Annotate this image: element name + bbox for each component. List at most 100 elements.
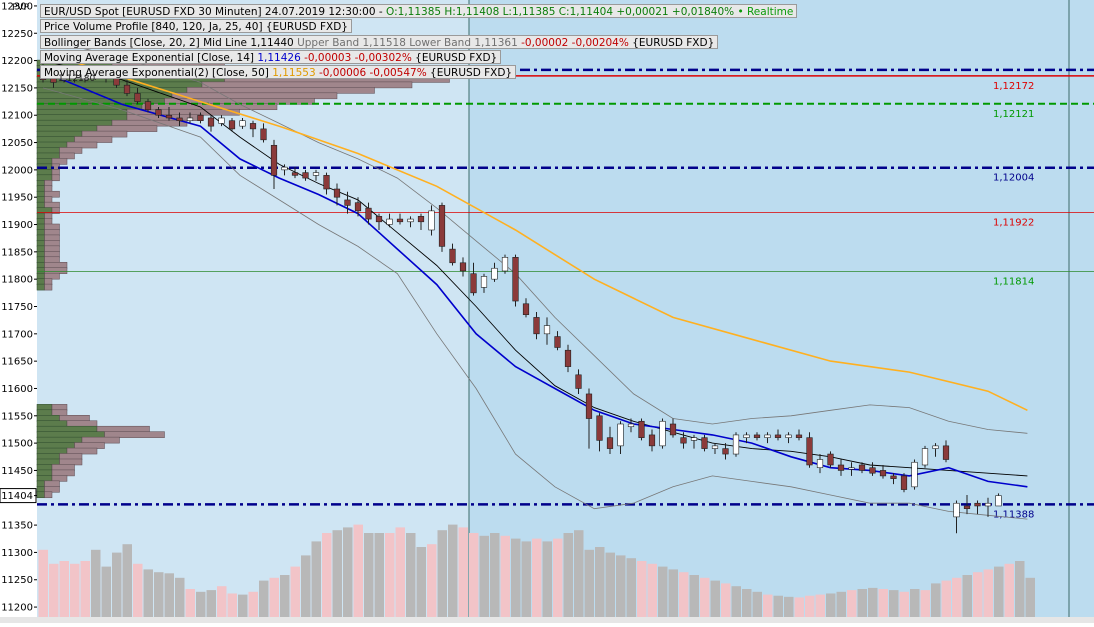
volume-bar xyxy=(794,597,804,617)
candle-body xyxy=(249,123,257,130)
bollinger-mid: 1,11440 xyxy=(250,37,294,49)
candle-body xyxy=(438,205,446,247)
candle-body xyxy=(837,464,845,471)
bollinger-change: -0,00002 -0,00204% xyxy=(521,37,633,49)
candle-body xyxy=(627,423,635,428)
profile-bar-up xyxy=(36,447,68,455)
candle-body xyxy=(176,117,183,121)
candle-body xyxy=(417,216,425,223)
header-line-symbol: EUR/USD Spot [EURUSD FXD 30 Minuten] 24.… xyxy=(40,4,798,18)
candle-body xyxy=(470,273,477,294)
profile-bar-up xyxy=(36,256,45,264)
profile-bar-up xyxy=(36,453,60,460)
volume-bar xyxy=(710,580,720,617)
candle-body xyxy=(911,461,918,488)
candle-body xyxy=(134,93,141,102)
ema14-source: {EURUSD FXD} xyxy=(415,52,498,64)
profile-bar-down xyxy=(44,491,53,499)
pvp-source: {EURUSD FXD} xyxy=(262,21,348,33)
volume-bar xyxy=(700,577,710,617)
candle-body xyxy=(186,117,194,121)
profile-bar-up xyxy=(36,212,45,220)
volume-bar xyxy=(437,530,447,617)
profile-bar-down xyxy=(44,201,60,209)
volume-bar xyxy=(847,590,857,617)
level-label: 1,11814 xyxy=(993,277,1034,288)
profile-bar-up xyxy=(36,190,45,198)
volume-bar xyxy=(112,552,122,617)
volume-bar xyxy=(311,541,321,617)
profile-bar-down xyxy=(44,185,53,192)
profile-bar-down xyxy=(44,278,53,285)
volume-bar xyxy=(563,533,573,617)
candle-body xyxy=(491,267,498,280)
volume-bar xyxy=(196,591,206,617)
profile-bar-down xyxy=(96,425,150,433)
volume-bar xyxy=(164,573,174,617)
candle-body xyxy=(291,172,299,176)
header-line-ema14: Moving Average Exponential [Close, 14] 1… xyxy=(40,50,502,64)
profile-bar-down xyxy=(44,251,60,258)
ema14-value: 1,11426 xyxy=(257,52,301,64)
profile-bar-down xyxy=(66,420,98,427)
profile-bar-down xyxy=(51,464,75,471)
profile-bar-up xyxy=(36,404,53,411)
candle-body xyxy=(407,218,414,223)
profile-bar-down xyxy=(51,404,68,411)
profile-bar-down xyxy=(51,174,60,182)
profile-bar-down xyxy=(51,169,60,176)
candle-body xyxy=(764,434,771,438)
volume-bar xyxy=(973,572,983,617)
level-label: 1,12172 xyxy=(993,81,1034,92)
profile-bar-up xyxy=(36,458,60,466)
candle-body xyxy=(375,216,383,223)
profile-bar-up xyxy=(36,152,60,160)
profile-bar-up xyxy=(36,491,45,499)
profile-bar-down xyxy=(44,229,60,236)
volume-bar xyxy=(553,538,563,617)
volume-bar xyxy=(70,563,80,617)
level-label: 1,12121 xyxy=(993,109,1034,120)
y-tick-label: 12050 xyxy=(1,138,33,149)
candle-body xyxy=(942,445,950,460)
profile-bar-down xyxy=(44,480,60,488)
profile-bar-down xyxy=(104,431,165,438)
profile-bar-down xyxy=(44,196,53,203)
header-line-pvp: Price Volume Profile [840, 120, Ja, 25, … xyxy=(40,19,352,33)
volume-bar xyxy=(532,538,542,617)
volume-bar xyxy=(269,577,279,617)
header-line-ema50: Moving Average Exponential(2) [Close, 50… xyxy=(40,65,517,79)
profile-bar-up xyxy=(36,108,128,116)
candle-body xyxy=(617,423,624,447)
profile-bar-down xyxy=(51,469,75,477)
volume-bar xyxy=(994,566,1004,617)
volume-bar xyxy=(889,590,899,617)
candle-body xyxy=(533,317,540,335)
profile-bar-down xyxy=(59,458,83,466)
candle-body xyxy=(753,434,761,438)
profile-bar-down xyxy=(81,130,128,138)
volume-bar xyxy=(91,549,101,617)
candle-body xyxy=(386,218,393,225)
ema50-value: 1,11553 xyxy=(272,67,316,79)
volume-bar xyxy=(301,555,311,617)
bollinger-bands: Upper Band 1,11518 Lower Band 1,11361 xyxy=(293,37,522,49)
volume-bar xyxy=(647,563,657,617)
y-tick-label: 12300 xyxy=(1,1,33,12)
candle-body xyxy=(501,257,509,272)
profile-bar-up xyxy=(36,229,45,236)
volume-bar xyxy=(133,563,143,617)
profile-bar-up xyxy=(36,240,45,247)
candle-body xyxy=(974,502,981,507)
volume-bar xyxy=(679,572,689,617)
y-tick-label: 11800 xyxy=(1,275,33,286)
volume-bar xyxy=(952,577,962,617)
profile-bar-down xyxy=(44,223,60,231)
ema50-line xyxy=(42,51,1028,412)
volume-bar xyxy=(59,561,69,617)
volume-bar xyxy=(616,555,626,617)
profile-bar-up xyxy=(36,442,75,449)
profile-bar-up xyxy=(36,174,53,182)
candle-body xyxy=(218,117,225,124)
